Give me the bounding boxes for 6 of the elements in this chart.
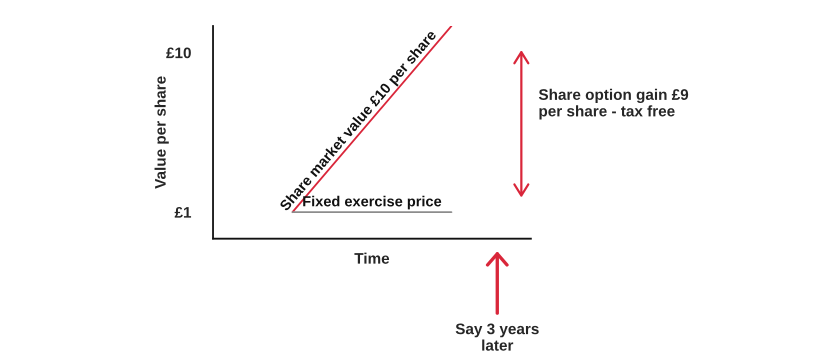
text: Share option gain £9 per share - tax free [538, 88, 688, 120]
x-axis-title: Time [354, 252, 390, 264]
text: Say 3 years later [456, 323, 539, 351]
y-tick-label: £1 [174, 206, 192, 218]
y-tick-label: £10 [166, 47, 191, 58]
y-axis-title: Value per share [154, 76, 169, 189]
